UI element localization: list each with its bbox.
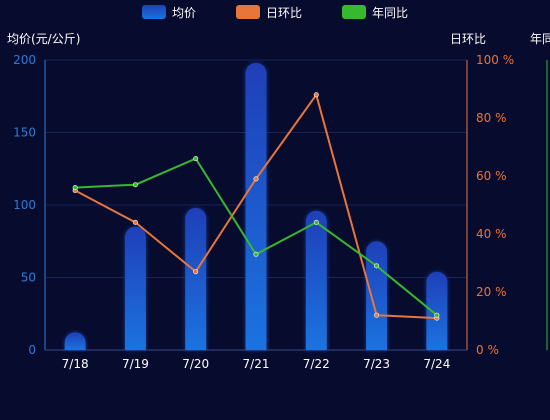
point-year[interactable] — [434, 312, 440, 318]
legend-label-day: 日环比 — [266, 6, 302, 20]
x-tick-label: 7/21 — [243, 357, 270, 371]
right-tick-label: 20 % — [476, 285, 507, 299]
point-day[interactable] — [253, 176, 259, 182]
point-day[interactable] — [132, 219, 138, 225]
x-tick-label: 7/19 — [122, 357, 149, 371]
bar-7-19[interactable] — [124, 226, 146, 350]
left-axis-title: 均价(元/公斤) — [7, 32, 80, 46]
blue-swatch-icon — [142, 5, 166, 19]
tick-labels: 0 50 100 150 200 0 % 20 % 40 % 60 % 80 % 100 % 7/18… — [13, 53, 514, 371]
bar-series — [64, 62, 448, 351]
right-tick-label: 40 % — [476, 227, 507, 241]
x-tick-label: 7/18 — [62, 357, 89, 371]
bar-7-23[interactable] — [366, 241, 388, 350]
legend-item-price[interactable]: 均价 — [142, 5, 196, 20]
legend-item-day[interactable]: 日环比 — [236, 5, 302, 20]
bar-7-24[interactable] — [426, 271, 448, 350]
x-tick-label: 7/20 — [182, 357, 209, 371]
left-tick-label: 50 — [21, 271, 36, 285]
right-tick-label: 80 % — [476, 111, 507, 125]
green-swatch-icon — [342, 5, 366, 19]
point-year[interactable] — [72, 185, 78, 191]
bar-7-21[interactable] — [245, 62, 267, 351]
right-tick-label: 100 % — [476, 53, 514, 67]
legend-label-price: 均价 — [172, 6, 196, 20]
bar-7-18[interactable] — [64, 332, 86, 350]
left-tick-label: 200 — [13, 53, 36, 67]
bar-7-20[interactable] — [185, 207, 207, 350]
left-tick-label: 0 — [28, 343, 36, 357]
left-tick-label: 100 — [13, 198, 36, 212]
line-series — [72, 92, 440, 321]
x-tick-label: 7/24 — [423, 357, 450, 371]
right-axis-title: 日环比 — [450, 32, 486, 46]
point-year[interactable] — [193, 156, 199, 162]
point-year[interactable] — [253, 251, 259, 257]
yoy-axis-title: 年同 — [530, 32, 550, 46]
axes — [44, 60, 548, 351]
right-tick-label: 0 % — [476, 343, 499, 357]
point-day[interactable] — [193, 269, 199, 275]
legend-label-year: 年同比 — [372, 6, 408, 20]
legend-item-year[interactable]: 年同比 — [342, 5, 408, 20]
right-tick-label: 60 % — [476, 169, 507, 183]
point-year[interactable] — [374, 263, 380, 269]
x-tick-label: 7/23 — [363, 357, 390, 371]
point-day[interactable] — [313, 92, 319, 98]
point-year[interactable] — [313, 219, 319, 225]
point-day[interactable] — [374, 312, 380, 318]
left-tick-label: 150 — [13, 126, 36, 140]
legend: 均价 日环比 年同比 — [142, 5, 408, 20]
bar-7-22[interactable] — [305, 210, 327, 350]
orange-swatch-icon — [236, 5, 260, 19]
x-tick-label: 7/22 — [303, 357, 330, 371]
point-year[interactable] — [132, 182, 138, 188]
